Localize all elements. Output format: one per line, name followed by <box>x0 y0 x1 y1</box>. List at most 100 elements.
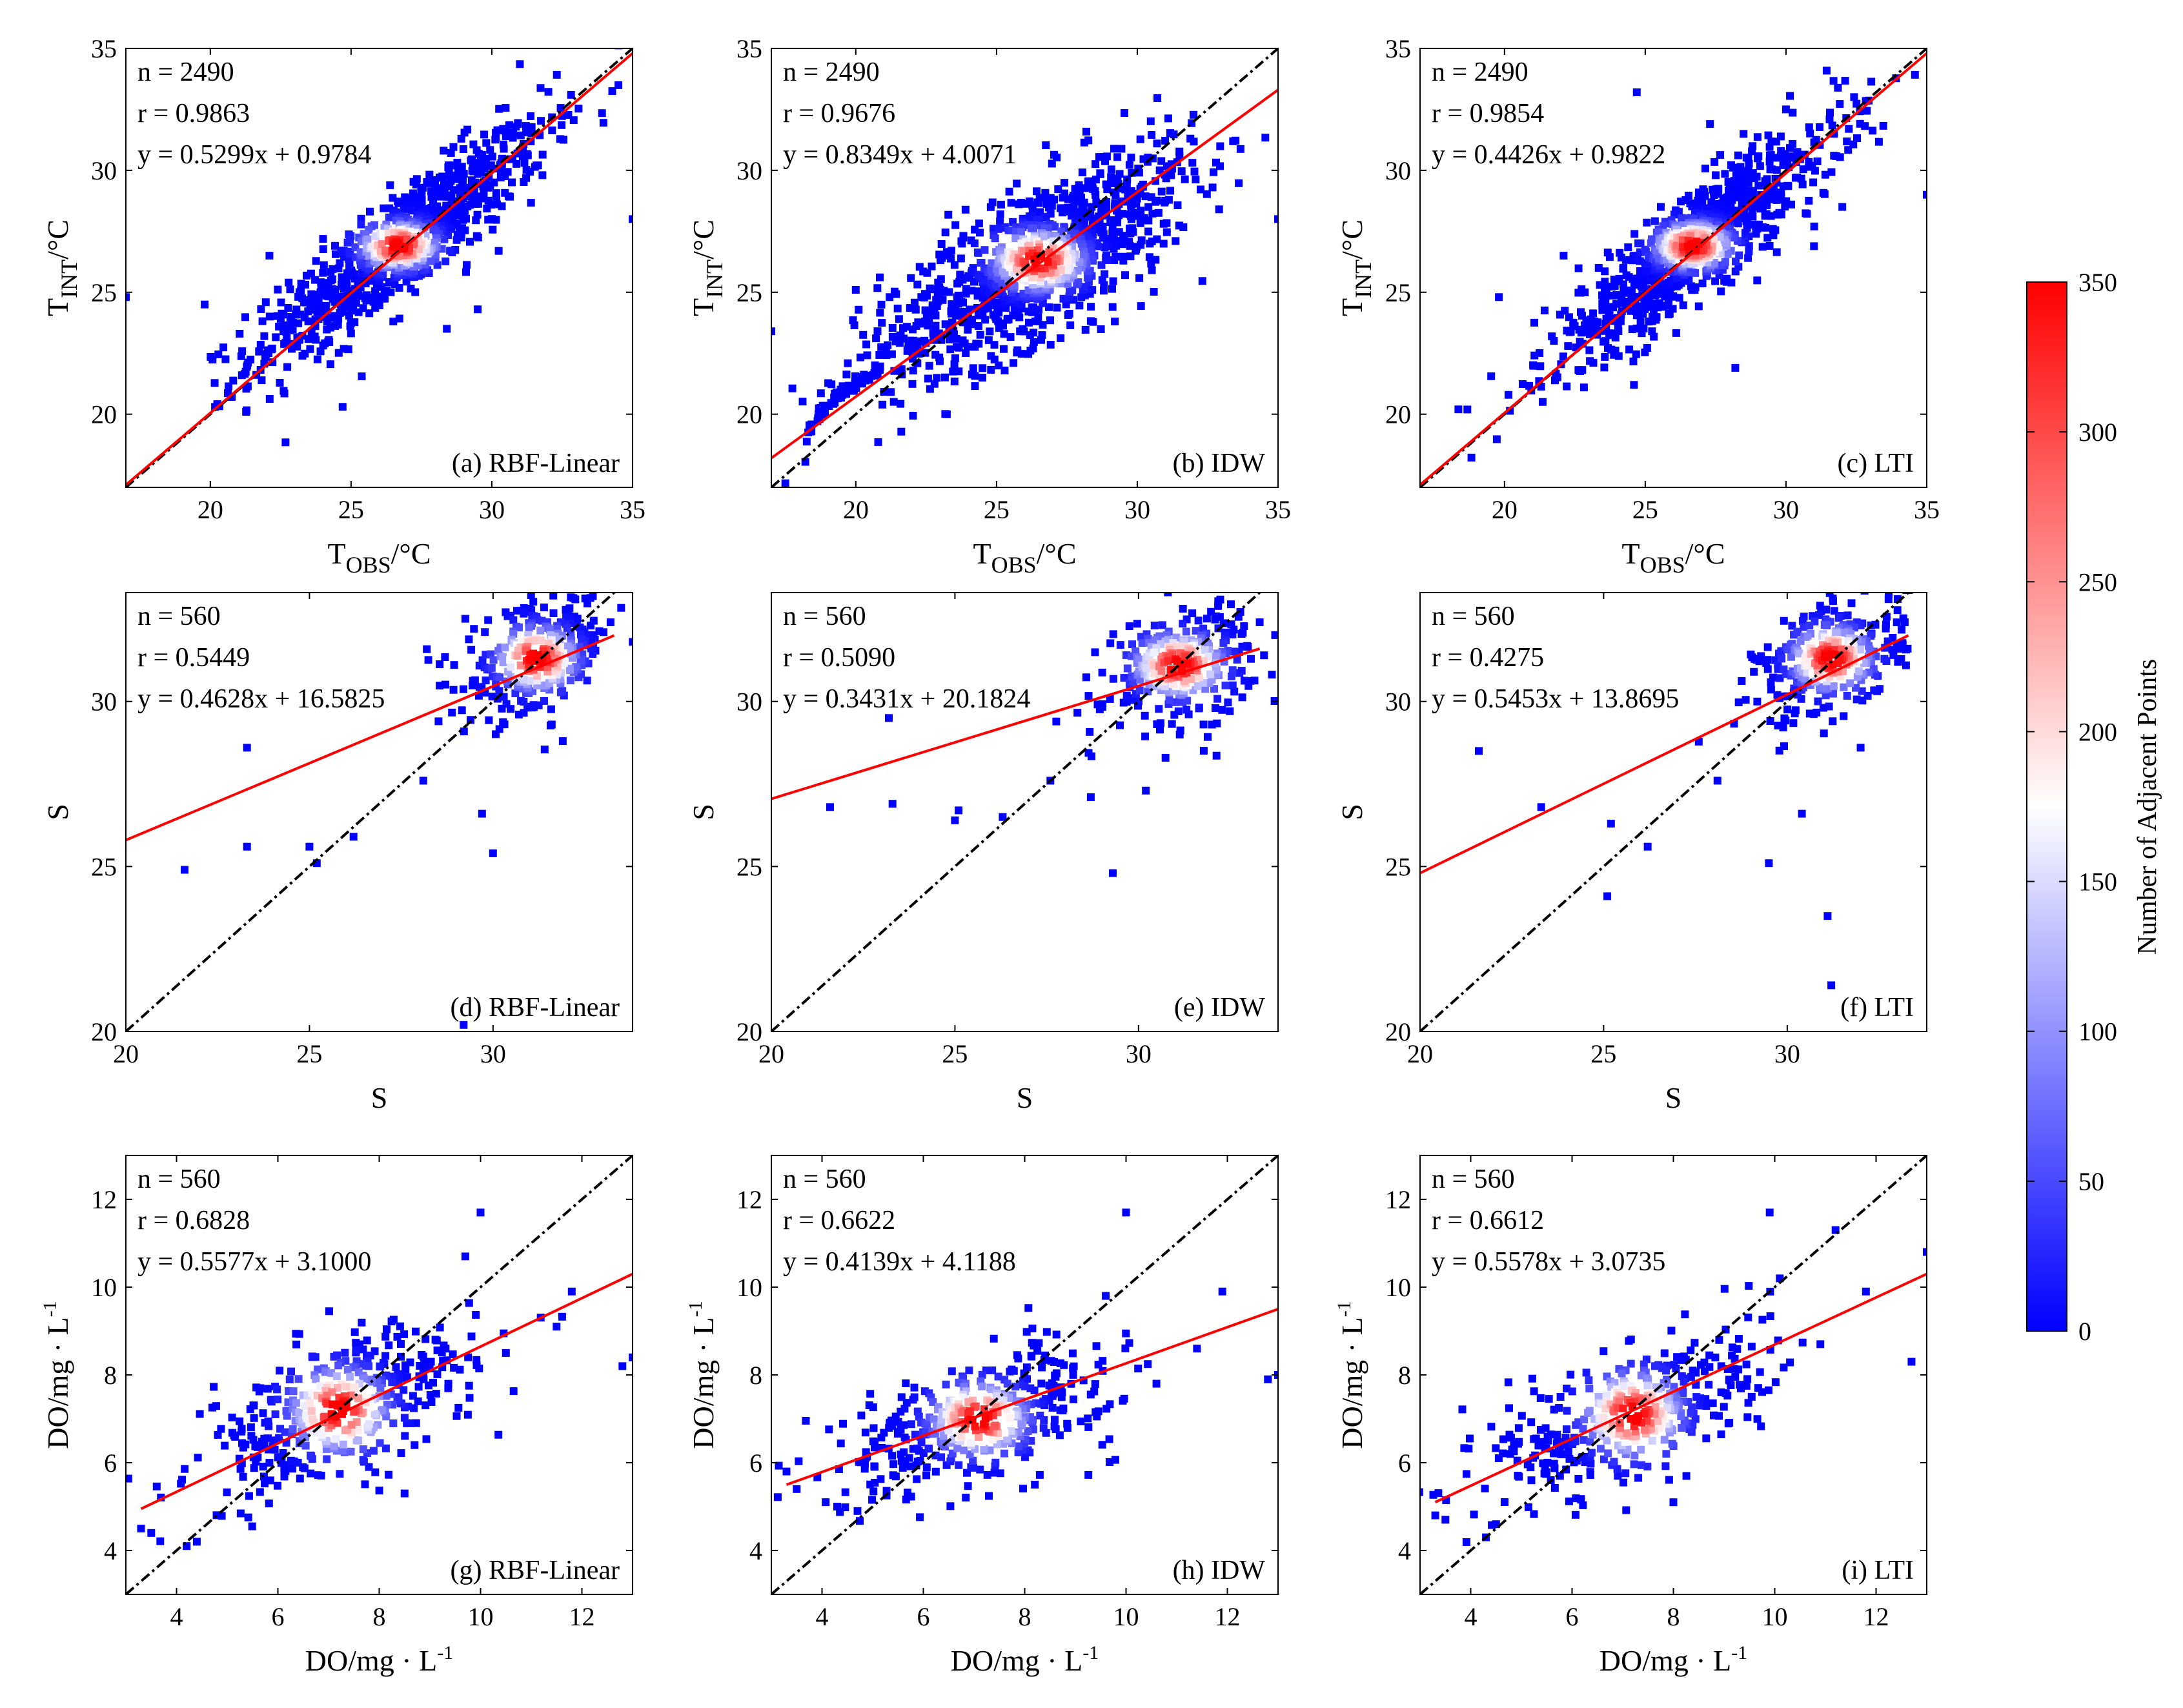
outlier-point <box>1218 1287 1226 1296</box>
scatter-point <box>509 616 518 624</box>
scatter-point <box>1247 655 1255 663</box>
outlier-point <box>1102 1292 1110 1300</box>
scatter-point <box>964 1409 973 1418</box>
scatter-point <box>467 1332 476 1341</box>
y-tick-label: 30 <box>91 156 117 185</box>
stat-equation: y = 0.5453x + 13.8695 <box>1432 684 1679 714</box>
scatter-point <box>1000 366 1009 374</box>
scatter-point <box>1056 1406 1064 1414</box>
scatter-point <box>452 1412 461 1420</box>
scatter-point <box>1000 345 1008 353</box>
scatter-point <box>511 689 520 698</box>
scatter-point <box>280 1461 289 1469</box>
outlier-point <box>1167 171 1175 179</box>
scatter-point <box>312 1375 320 1383</box>
x-tick-label: 30 <box>480 1039 506 1068</box>
scatter-point <box>923 269 931 277</box>
scatter-point <box>1843 611 1852 620</box>
scatter-point <box>1240 676 1248 685</box>
scatter-point <box>1098 668 1106 676</box>
scatter-point <box>849 316 857 325</box>
scatter-point <box>904 1489 911 1497</box>
scatter-point <box>1028 1352 1036 1361</box>
scatter-point <box>459 216 467 224</box>
scatter-point <box>969 364 977 372</box>
scatter-point <box>1112 191 1120 199</box>
scatter-point <box>275 323 283 330</box>
scatter-point <box>1870 686 1878 695</box>
outlier-point <box>1643 842 1652 851</box>
scatter-point <box>1454 405 1463 414</box>
scatter-point <box>1195 704 1203 712</box>
scatter-point <box>446 247 454 255</box>
scatter-point <box>1621 256 1630 264</box>
scatter-point <box>484 216 492 224</box>
scatter-point <box>862 340 871 349</box>
scatter-point <box>1712 171 1720 179</box>
scatter-point <box>478 164 487 172</box>
scatter-point <box>276 379 284 387</box>
y-tick-label: 20 <box>91 1017 117 1046</box>
scatter-point <box>243 406 250 414</box>
scatter-point <box>942 410 951 418</box>
scatter-point <box>1146 239 1154 248</box>
scatter-point <box>243 382 252 391</box>
y-tick-label: 25 <box>736 852 762 881</box>
scatter-point <box>599 119 607 127</box>
x-tick-label: 30 <box>1773 495 1799 524</box>
scatter-point <box>969 1456 977 1465</box>
scatter-point <box>1678 215 1687 223</box>
scatter-point <box>902 1379 910 1387</box>
scatter-point <box>320 261 328 269</box>
scatter-point <box>970 278 978 286</box>
scatter-point <box>571 595 580 604</box>
scatter-point <box>294 319 303 327</box>
scatter-point <box>1628 325 1636 334</box>
scatter-point <box>178 1476 187 1484</box>
scatter-point <box>1758 243 1767 251</box>
scatter-point <box>431 1336 440 1344</box>
scatter-point <box>547 569 554 577</box>
scatter-point <box>825 1425 833 1434</box>
scatter-point <box>1601 283 1609 292</box>
scatter-point <box>1723 250 1732 258</box>
outlier-point <box>126 293 130 301</box>
scatter-point <box>238 1425 246 1433</box>
scatter-point <box>214 1430 222 1439</box>
scatter-point <box>1073 709 1082 717</box>
identity-line <box>771 48 1278 487</box>
scatter-point <box>221 1441 229 1450</box>
scatter-point <box>1048 1403 1057 1412</box>
scatter-point <box>869 1424 878 1432</box>
scatter-point <box>359 1345 367 1354</box>
scatter-point <box>974 249 982 257</box>
scatter-point <box>433 1347 442 1354</box>
scatter-point <box>298 294 307 303</box>
scatter-point <box>346 236 354 244</box>
scatter-point <box>844 359 852 367</box>
scatter-point <box>1115 211 1123 219</box>
scatter-point <box>320 1412 329 1421</box>
scatter-point <box>929 1415 938 1423</box>
scatter-point <box>1643 344 1651 352</box>
scatter-point <box>1133 620 1141 628</box>
scatter-point <box>534 655 542 663</box>
y-axis-label: TINT/°C <box>1335 219 1376 316</box>
scatter-point <box>1741 229 1749 237</box>
scatter-point <box>411 1441 419 1449</box>
scatter-point <box>1780 714 1789 722</box>
outlier-point <box>1923 190 1927 199</box>
scatter-point <box>472 1361 481 1369</box>
scatter-point <box>296 1474 304 1483</box>
scatter-point <box>1086 727 1094 736</box>
y-axis-label: S <box>1335 804 1368 820</box>
scatter-point <box>1082 184 1090 192</box>
x-tick-label: 20 <box>1407 1039 1433 1068</box>
scatter-point <box>967 1439 975 1447</box>
scatter-point <box>1831 639 1839 647</box>
outlier-point <box>853 1507 862 1515</box>
outlier-point <box>1782 105 1790 114</box>
scatter-point <box>1238 693 1246 702</box>
scatter-point <box>544 88 553 96</box>
scatter-point <box>440 147 448 155</box>
